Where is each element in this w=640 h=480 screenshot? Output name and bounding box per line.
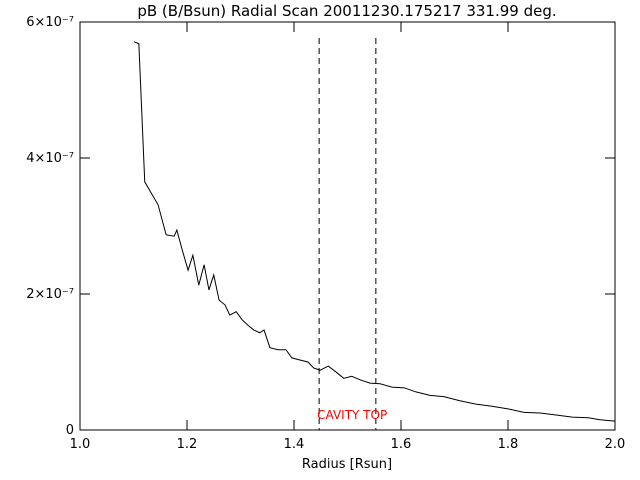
x-axis-label: Radius [Rsun]	[302, 457, 392, 472]
x-tick-label: 1.2	[177, 437, 198, 452]
x-tick-label: 1.8	[498, 437, 519, 452]
y-tick-label: 6×10⁻⁷	[26, 15, 74, 30]
x-tick-label: 1.6	[391, 437, 412, 452]
y-tick-label: 4×10⁻⁷	[26, 151, 74, 166]
annotation: CAVITY TOP	[317, 408, 387, 422]
x-tick-label: 1.0	[70, 437, 91, 452]
data-line	[133, 41, 616, 422]
plot-frame	[79, 21, 616, 431]
y-tick-label: 2×10⁻⁷	[26, 287, 74, 302]
x-tick-label: 2.0	[605, 437, 626, 452]
y-tick-label: 0	[66, 423, 74, 438]
chart-title: pB (B/Bsun) Radial Scan 20011230.175217 …	[137, 2, 556, 20]
x-tick-label: 1.4	[284, 437, 305, 452]
